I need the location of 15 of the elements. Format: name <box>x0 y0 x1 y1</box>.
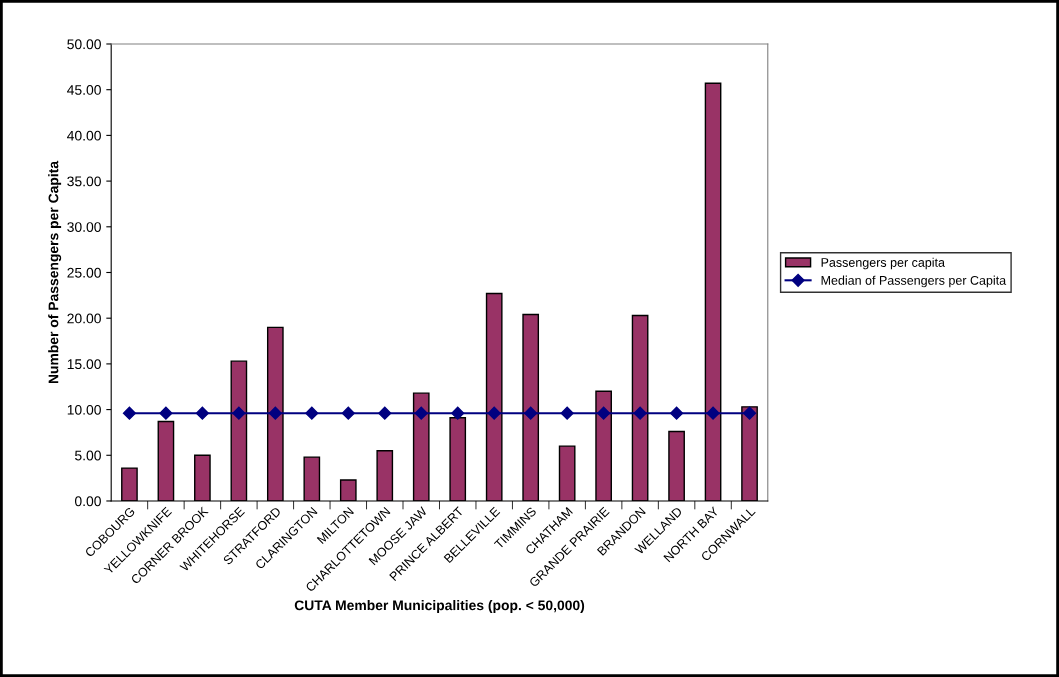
x-axis-title: CUTA Member Municipalities (pop. < 50,000) <box>294 600 585 613</box>
y-tick-label: 10.00 <box>67 404 101 415</box>
y-axis-title: Number of Passengers per Capita <box>48 160 62 384</box>
y-tick-label: 45.00 <box>67 85 101 95</box>
y-tick-label: 20.00 <box>67 313 101 324</box>
y-tick-label: 30.00 <box>67 222 101 232</box>
y-tick-label: 50.00 <box>67 39 101 50</box>
legend-label: Passengers per capita <box>821 257 945 270</box>
legend-label: Median of Passengers per Capita <box>821 275 1007 288</box>
y-tick-label: 15.00 <box>67 359 101 370</box>
y-tick-label: 5.00 <box>75 450 101 461</box>
y-tick-label: 0.00 <box>74 496 101 507</box>
y-tick-label: 25.00 <box>67 267 101 278</box>
y-tick-label: 40.00 <box>67 130 101 141</box>
y-tick-label: 35.00 <box>67 176 101 187</box>
